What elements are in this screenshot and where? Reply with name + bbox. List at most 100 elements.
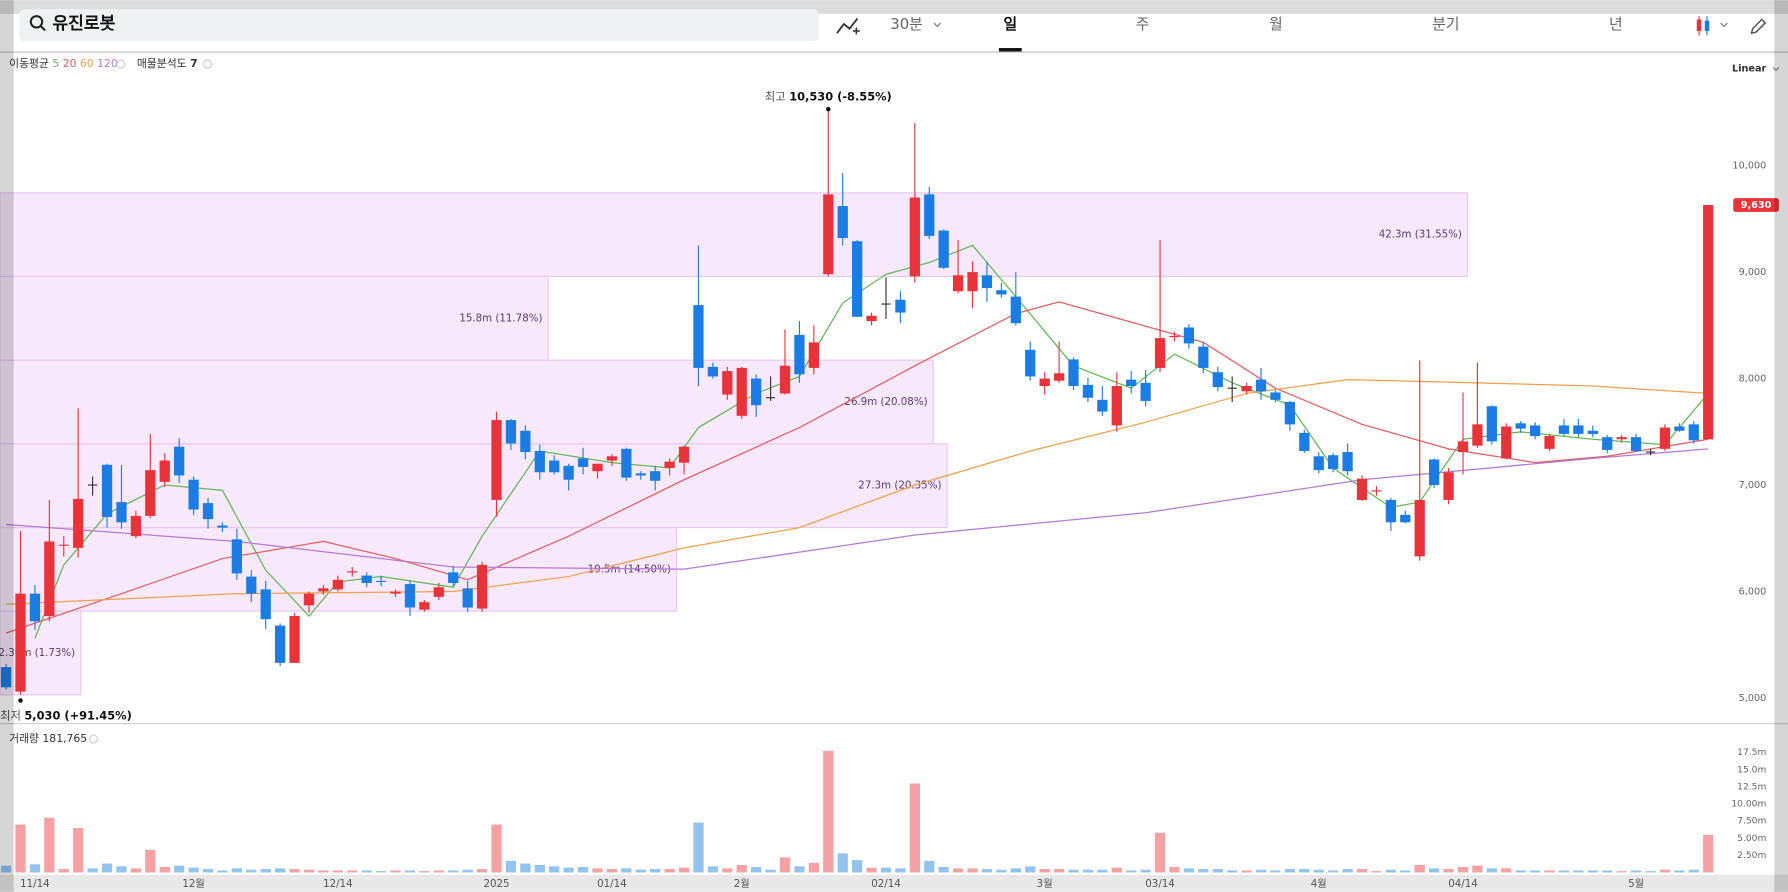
candle-body [88,484,98,486]
volume-tick-label: 15.0m [1737,765,1766,775]
high-marker-value: 10,530 (-8.55%) [789,89,892,103]
volume-bar [1212,869,1223,873]
volume-bar [1039,869,1050,873]
candle-body [1169,335,1180,338]
candle-body [895,299,906,313]
volume-bar [1558,870,1570,873]
volume-bar [1457,867,1469,873]
volume-bar [145,849,156,873]
search-icon-handle [39,25,46,32]
period-tab[interactable]: 년 [1609,16,1623,33]
candle-body [678,446,690,463]
left-dim [0,0,14,892]
legend-close[interactable] [202,59,213,69]
volume-profile-count: 7 [190,57,198,70]
low-marker-prefix: 최저 [0,708,21,722]
volume-profile-band [0,443,948,529]
search-text[interactable]: 유진로봇 [52,14,115,34]
candle-body [1616,437,1627,440]
moving-average-line [34,244,1709,639]
volume-bar [1342,869,1353,873]
volume-bar [188,867,199,873]
candle-body [924,194,935,236]
candle-body [1342,452,1353,472]
volume-tick-label: 10.00m [1731,800,1766,810]
volume-bar [794,866,805,873]
x-tick-label: 01/14 [597,878,627,890]
volume-bar [1169,867,1180,873]
candle-body [751,378,762,406]
volume-bar [448,870,459,873]
search-box[interactable] [19,9,819,42]
volume-profile-title: 매물분석도 [137,57,187,70]
volume-profile-band [0,275,549,361]
candle-body [15,593,26,692]
volume-title: 거래량 [9,732,39,745]
volume-bar [231,868,243,873]
line-chart-icon[interactable] [836,17,859,34]
volume-bar [1630,870,1642,873]
volume-bar [1587,870,1598,873]
candle-body [1097,399,1108,412]
volume-bar [1111,867,1122,873]
volume-bar [404,870,416,873]
volume-bar [275,868,286,873]
volume-bar [505,860,517,873]
volume-bar [1472,865,1483,873]
candle-body [1284,401,1296,425]
volume-bar [390,870,401,873]
candle-body [650,471,661,481]
legend-close[interactable] [116,59,126,69]
candle-body [375,580,387,583]
moving-average-line [5,448,1709,570]
candle-body [1126,379,1137,387]
period-tab[interactable]: 30분 [890,16,922,33]
volume-bar [895,868,906,873]
dropdown-chevron[interactable] [933,22,942,28]
candle-body [707,366,719,377]
candle-body [1255,379,1267,392]
period-tab[interactable]: 일 [1003,16,1017,33]
candle-body [246,576,257,594]
volume-bar [1674,870,1685,873]
x-tick-label: 02/14 [871,878,901,890]
volume-profile-label: 15.8m (11.78%) [459,312,542,324]
volume-bar [852,860,863,873]
period-tab[interactable]: 분기 [1432,16,1459,33]
volume-bar [419,871,430,873]
candle-body [549,460,560,473]
candle-body [448,572,459,584]
legend-entry: 5 [52,57,59,70]
candle-body [938,230,949,268]
x-tick-label: 11/14 [20,878,50,890]
volume-bar [808,862,819,873]
volume-bar [159,867,170,873]
candle-body [1111,386,1122,426]
volume-bar [1241,870,1252,873]
dropdown-chevron[interactable] [1720,22,1729,28]
candle-body [303,593,315,606]
candle-body [1039,378,1050,387]
draw-tool-icon[interactable] [1750,18,1767,35]
candle-body [116,502,127,523]
candle-body [808,342,819,368]
candle-body [332,579,343,590]
period-tab[interactable]: 주 [1136,16,1150,33]
candle-body [419,602,430,610]
candle-body [1299,432,1310,451]
x-tick-label: 12월 [182,878,204,890]
legend-entry: 20 [63,57,77,70]
volume-bar [332,870,343,873]
volume-bar [1602,870,1613,873]
period-tab[interactable]: 월 [1269,16,1283,33]
candle-body [1371,490,1382,492]
volume-profile-band [0,526,678,612]
candle-body [952,275,964,292]
volume-bar [0,865,12,873]
volume-bar [823,750,834,873]
legend-close[interactable] [88,734,99,744]
candle-icon [1704,20,1710,31]
scale-label[interactable]: Linear [1732,64,1766,75]
chart-layer: 30분 일 주 월 분기 년2.33m (1.73%)19.5m (14.50%)27.3… [0,16,1780,890]
